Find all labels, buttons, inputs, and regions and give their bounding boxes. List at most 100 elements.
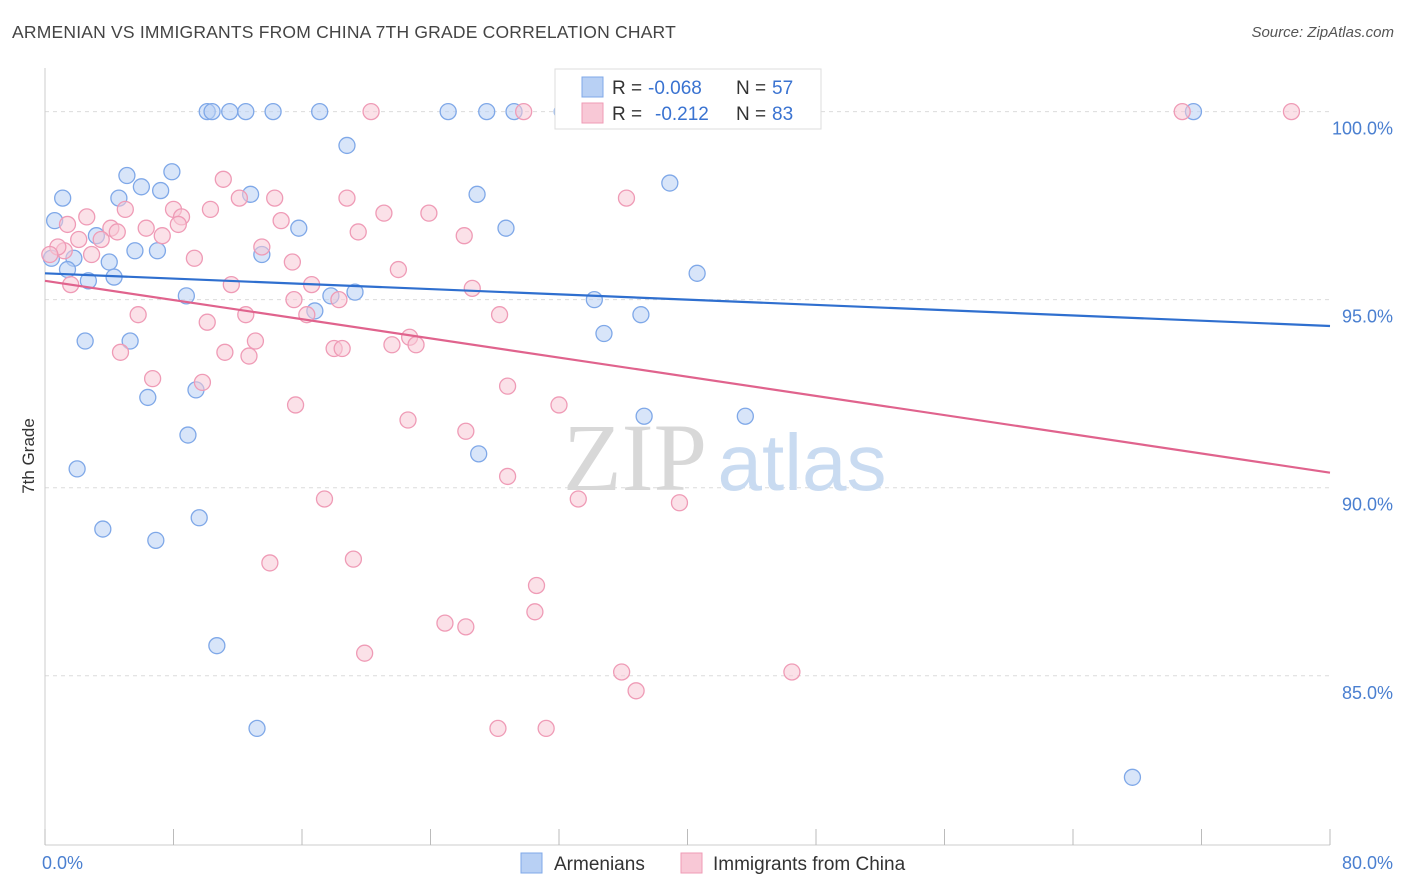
point-china [214, 170, 232, 188]
point-china [457, 618, 475, 636]
point-china [108, 223, 126, 241]
point-china [498, 467, 517, 486]
point-china [266, 189, 284, 207]
y-axis-tick-labels: 100.0% 95.0% 90.0% 85.0% [1332, 119, 1393, 703]
point-china [253, 238, 271, 256]
point-china [515, 102, 533, 121]
point-china [92, 230, 110, 249]
data-points [41, 102, 1301, 786]
legend-r-label-armenians: R = [612, 78, 642, 99]
point-armenians [237, 102, 255, 121]
point-armenians [688, 264, 706, 282]
point-armenians [147, 531, 165, 550]
point-armenians [311, 102, 329, 121]
point-armenians [68, 460, 86, 478]
point-armenians [94, 520, 112, 538]
point-china [627, 682, 645, 700]
point-china [617, 189, 636, 207]
point-armenians [661, 174, 679, 192]
point-china [261, 554, 279, 572]
point-armenians [1123, 768, 1142, 786]
point-armenians [179, 426, 197, 444]
point-china [389, 260, 408, 279]
point-armenians [264, 102, 282, 121]
x-axis-tick-labels: 0.0% 80.0% [42, 853, 1393, 873]
point-china [143, 369, 162, 388]
point-china [670, 494, 689, 512]
point-china [569, 490, 587, 508]
point-china [41, 245, 59, 264]
legend-n-label-armenians: N = [736, 78, 766, 99]
point-armenians [736, 407, 754, 425]
point-armenians [635, 407, 653, 425]
point-armenians [126, 242, 144, 260]
point-armenians [478, 102, 496, 121]
point-china [498, 377, 517, 395]
point-china [457, 422, 475, 440]
point-armenians [118, 166, 136, 185]
legend-swatch-china [581, 102, 604, 124]
point-china [230, 189, 249, 207]
point-armenians [585, 290, 603, 309]
point-armenians [439, 102, 457, 121]
x-tick-label: 0.0% [42, 853, 83, 873]
legend-r-value-armenians: -0.068 [648, 78, 702, 99]
point-armenians [346, 283, 364, 301]
legend-n-value-china: 83 [772, 104, 793, 125]
point-armenians [338, 136, 356, 155]
point-china [137, 219, 155, 237]
y-tick-label: 85.0% [1342, 683, 1393, 703]
point-china [216, 343, 234, 361]
point-china [463, 279, 481, 298]
point-armenians [221, 102, 239, 121]
watermark-zip: ZIP [563, 404, 707, 511]
point-armenians [54, 189, 72, 207]
point-china [355, 644, 374, 662]
y-tick-label: 90.0% [1342, 495, 1393, 515]
point-china [185, 249, 204, 267]
point-china [489, 719, 507, 738]
point-china [285, 290, 303, 309]
point-armenians [132, 178, 151, 196]
point-armenians [151, 181, 170, 200]
point-armenians [121, 332, 139, 350]
point-china [70, 230, 88, 249]
series-legend: Armenians Immigrants from China [520, 852, 906, 875]
x-tick-label: 80.0% [1342, 853, 1393, 873]
point-armenians [79, 272, 98, 290]
point-china [283, 253, 302, 271]
point-china [490, 306, 509, 324]
point-china [286, 396, 305, 414]
point-china [240, 347, 258, 365]
point-china [58, 215, 77, 234]
y-tick-label: 100.0% [1332, 119, 1393, 139]
point-china [333, 339, 351, 358]
point-china [78, 208, 96, 226]
point-china [201, 200, 220, 219]
point-china [362, 102, 380, 121]
point-armenians [208, 637, 226, 655]
series-legend-label-armenians: Armenians [554, 854, 645, 875]
point-armenians [468, 185, 486, 203]
point-china [222, 275, 240, 294]
series-legend-label-china: Immigrants from China [713, 854, 906, 875]
series-legend-swatch-armenians [520, 852, 543, 874]
point-armenians [497, 219, 515, 237]
point-china [272, 212, 290, 230]
point-china [82, 245, 101, 264]
point-armenians [139, 388, 157, 407]
point-china [153, 227, 171, 245]
point-china [193, 373, 212, 392]
watermark-atlas: atlas [718, 418, 887, 507]
chart-source: Source: ZipAtlas.com [1251, 24, 1394, 41]
point-armenians [177, 287, 196, 305]
point-china [111, 343, 130, 361]
chart-title: ARMENIAN VS IMMIGRANTS FROM CHINA 7TH GR… [12, 22, 676, 42]
point-armenians [290, 219, 308, 237]
point-china [612, 663, 631, 681]
y-axis-label: 7th Grade [19, 418, 38, 494]
point-china [399, 411, 417, 429]
point-china [527, 576, 546, 595]
point-china [349, 223, 367, 241]
point-china [330, 290, 348, 309]
